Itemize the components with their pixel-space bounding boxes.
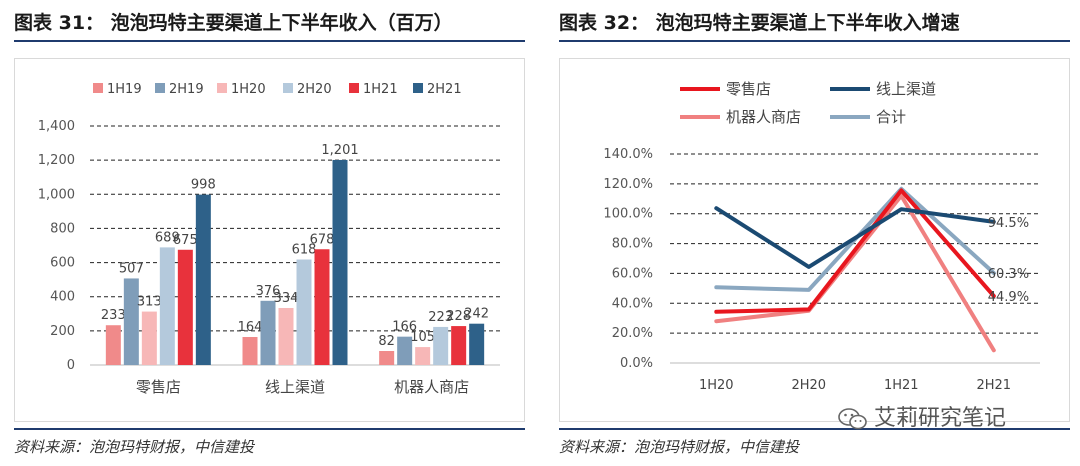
end-data-label: 44.9% [988,290,1029,305]
bar-data-label: 164 [238,320,263,335]
left-source-note: 资料来源：泡泡玛特财报，中信建投 [14,438,255,456]
bar-2H21-机器人商店 [469,323,485,365]
bar-data-label: 228 [446,309,471,324]
x-tick-label: 2H20 [791,378,826,393]
legend-swatch-2H19 [155,83,165,93]
x-category-label: 机器人商店 [394,378,469,396]
y-tick-label: 0 [67,358,75,373]
y-tick-label: 400 [50,290,75,305]
bar-1H21-机器人商店 [451,326,467,365]
bar-data-label: 507 [119,261,144,276]
y-tick-label: 0.0% [620,356,653,371]
bar-1H19-机器人商店 [379,351,395,365]
x-tick-label: 2H21 [976,378,1011,393]
bar-data-label: 689 [155,230,180,245]
legend-swatch-1H20 [217,83,227,93]
watermark-text: 艾莉研究笔记 [874,406,1007,431]
x-tick-label: 1H20 [699,378,734,393]
left-chart-panel: 图表 31： 泡泡玛特主要渠道上下半年收入（百万） 1H19 2H19 1H20 2H… [0,0,535,466]
right-chart-frame: 零售店 线上渠道机器人商店 合计 0.0% 20.0% 40.0% 60.0% 80.0% 10… [559,58,1070,422]
bar-1H21-零售店 [177,249,193,365]
y-tick-label: 200 [50,324,75,339]
y-tick-label: 40.0% [612,296,653,311]
y-tick-label: 80.0% [612,237,653,252]
legend-swatch-2H21 [413,83,423,93]
right-chart-panel: 图表 32： 泡泡玛特主要渠道上下半年收入增速 零售店 线上渠道机器人商店 合计 0.… [545,0,1080,466]
legend-label-2H21: 2H21 [427,82,462,97]
bar-data-label: 166 [392,320,417,335]
y-tick-label: 20.0% [612,326,653,341]
bar-2H19-零售店 [123,278,139,365]
bar-2H21-线上渠道 [332,159,348,365]
bar-data-label: 998 [191,178,216,193]
bar-data-label: 82 [378,334,395,349]
end-data-label: 60.3% [988,267,1029,282]
y-tick-label: 1,000 [38,187,75,202]
left-title-rule [14,40,525,42]
bar-2H19-机器人商店 [397,336,413,365]
series-line-线上渠道 [714,206,996,269]
end-data-label: 94.5% [988,216,1029,231]
bar-data-label: 223 [428,310,453,325]
right-chart-title: 图表 32： 泡泡玛特主要渠道上下半年收入增速 [559,12,960,34]
legend-label-线上渠道: 线上渠道 [876,80,936,98]
y-tick-label: 60.0% [612,266,653,281]
bar-data-label: 233 [101,308,126,323]
bar-2H21-零售店 [195,194,211,365]
y-tick-label: 1,200 [38,153,75,168]
bar-1H19-线上渠道 [242,337,258,365]
legend-label-1H20: 1H20 [231,82,266,97]
bar-1H19-零售店 [105,325,121,365]
bar-2H20-机器人商店 [433,326,449,365]
y-tick-label: 140.0% [603,147,653,162]
left-source-rule [14,428,525,430]
left-chart-frame: 1H19 2H19 1H20 2H20 1H21 2H21 0 200 400 600 800 1,0… [14,58,525,422]
wechat-icon [838,408,867,430]
watermark: 艾莉研究笔记 [838,400,1006,432]
series-line-机器人商店 [714,193,996,353]
right-title-rule [559,40,1070,42]
bar-data-label: 678 [310,232,335,247]
bar-2H20-线上渠道 [296,259,312,365]
bar-1H20-机器人商店 [415,347,431,365]
legend-label-2H20: 2H20 [297,82,332,97]
bar-2H19-线上渠道 [260,300,276,365]
right-source-rule [559,428,1070,430]
y-tick-label: 100.0% [603,207,653,222]
x-tick-label: 1H21 [884,378,919,393]
bar-data-label: 105 [410,330,435,345]
bar-data-label: 313 [137,295,162,310]
bar-1H20-零售店 [141,311,157,365]
left-chart-title: 图表 31： 泡泡玛特主要渠道上下半年收入（百万） [14,12,453,34]
bar-chart: 1H19 2H19 1H20 2H20 1H21 2H21 0 200 400 600 800 1,0… [38,82,500,396]
y-tick-label: 600 [50,256,75,271]
x-category-label: 线上渠道 [265,378,325,396]
legend-swatch-2H20 [283,83,293,93]
bar-data-label: 618 [292,242,317,257]
x-category-label: 零售店 [136,378,181,396]
y-tick-label: 120.0% [603,177,653,192]
bar-data-label: 334 [274,291,299,306]
bar-data-label: 242 [464,307,489,322]
legend-label-1H21: 1H21 [363,82,398,97]
legend-label-机器人商店: 机器人商店 [726,108,801,126]
bar-2H20-零售店 [159,247,175,365]
series-line-零售店 [714,188,996,314]
legend-label-2H19: 2H19 [169,82,204,97]
bar-data-label: 1,201 [321,143,358,158]
legend-label-合计: 合计 [876,108,906,126]
bar-data-label: 675 [173,233,198,248]
right-source-note: 资料来源：泡泡玛特财报，中信建投 [559,438,800,456]
bar-1H21-线上渠道 [314,249,330,365]
legend-swatch-1H21 [349,83,359,93]
legend-swatch-1H19 [93,83,103,93]
legend-label-零售店: 零售店 [726,80,771,98]
y-tick-label: 1,400 [38,119,75,134]
legend-label-1H19: 1H19 [107,82,142,97]
bar-1H20-线上渠道 [278,307,294,365]
bar-data-label: 376 [256,284,281,299]
y-tick-label: 800 [50,221,75,236]
